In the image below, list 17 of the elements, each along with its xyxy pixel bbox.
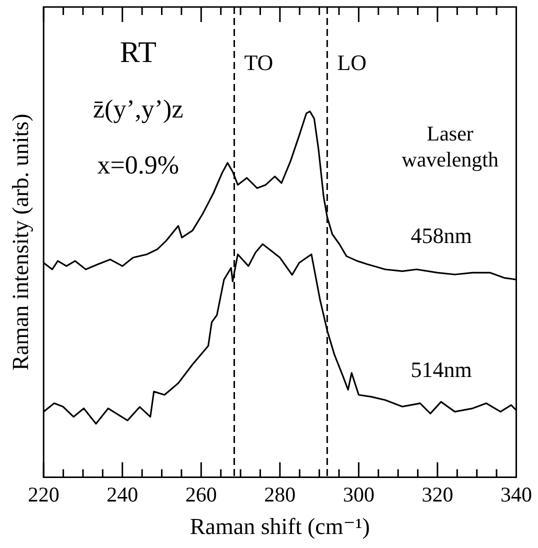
annotation: z̄(y’,y’)z bbox=[93, 94, 184, 124]
annotation: Laser wavelength bbox=[402, 122, 499, 172]
series-label: 514nm bbox=[410, 357, 472, 382]
ref-line-label: LO bbox=[337, 50, 367, 75]
x-tick-label: 340 bbox=[500, 482, 532, 506]
ref-line-label: TO bbox=[244, 50, 274, 75]
x-tick-label: 240 bbox=[106, 482, 138, 506]
x-tick-label: 320 bbox=[422, 482, 454, 506]
text: RT bbox=[120, 36, 156, 69]
annotation: x=0.9% bbox=[97, 150, 180, 180]
y-axis-title: Raman intensity (arb. units) bbox=[8, 114, 33, 370]
x-tick-label: 220 bbox=[28, 482, 60, 506]
x-axis-title: Raman shift (cm⁻¹) bbox=[190, 514, 370, 540]
x-tick-label: 300 bbox=[342, 482, 374, 506]
x-tick-label: 280 bbox=[264, 482, 296, 506]
x-tick-label: 260 bbox=[185, 482, 217, 506]
series-label: 458nm bbox=[410, 223, 472, 248]
